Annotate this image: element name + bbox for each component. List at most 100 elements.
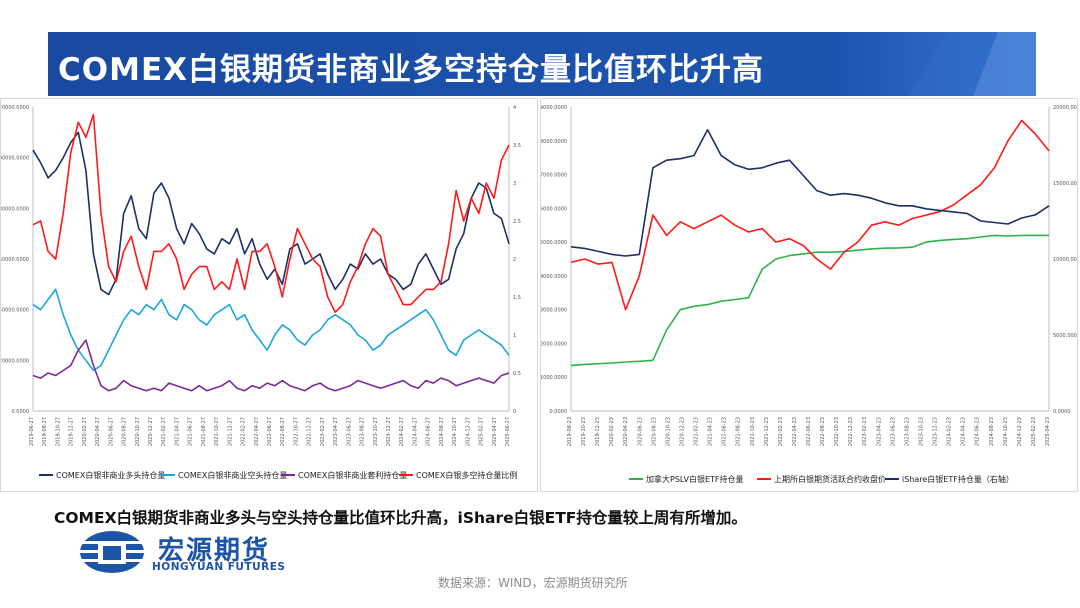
y-right-tick-label: 0.0000 <box>1053 409 1071 415</box>
x-tick-label: 2025-02-27 <box>479 417 485 446</box>
x-tick-label: 2022-12-27 <box>307 417 313 446</box>
title-band-shape <box>48 32 1036 96</box>
y-right-tick-label: 10000.0000 <box>1053 257 1077 263</box>
y-right-tick-label: 2.5 <box>513 219 521 225</box>
y-left-tick-label: 100000.0000 <box>1 156 29 162</box>
x-tick-label: 2019-08-27 <box>42 417 48 446</box>
x-tick-label: 2024-02-27 <box>399 417 405 446</box>
x-tick-label: 2025-04-23 <box>1045 417 1051 446</box>
y-right-tick-label: 15000.0000 <box>1053 181 1077 187</box>
x-tick-label: 2023-08-27 <box>360 417 366 446</box>
x-tick-label: 2019-06-27 <box>29 417 35 446</box>
x-tick-label: 2021-06-27 <box>188 417 194 446</box>
x-tick-label: 2025-06-27 <box>505 417 511 446</box>
y-right-tick-label: 0.5 <box>513 371 521 377</box>
x-tick-label: 2025-04-27 <box>492 417 498 446</box>
x-tick-label: 2023-12-27 <box>386 417 392 446</box>
logo-name-cn: 宏源期货 <box>158 536 271 566</box>
x-tick-label: 2022-10-23 <box>834 417 840 446</box>
x-tick-label: 2022-02-27 <box>241 417 247 446</box>
x-tick-label: 2021-04-23 <box>708 417 714 446</box>
x-tick-label: 2019-10-27 <box>55 417 61 446</box>
x-tick-label: 2020-04-27 <box>95 417 101 446</box>
company-logo: 宏源期货 HONGYUAN FUTURES <box>78 528 318 576</box>
summary-text: COMEX白银期货非商业多头与空头持仓量比值环比升高，iShare白银ETF持仓… <box>54 509 747 527</box>
x-tick-label: 2023-06-23 <box>890 417 896 446</box>
x-tick-label: 2019-10-23 <box>581 417 587 446</box>
y-left-tick-label: 1000.0000 <box>541 375 567 381</box>
x-tick-label: 2021-10-27 <box>214 417 220 446</box>
x-tick-label: 2025-02-23 <box>1031 417 1037 446</box>
x-tick-label: 2020-08-23 <box>651 417 657 446</box>
x-tick-label: 2024-06-23 <box>975 417 981 446</box>
y-left-tick-label: 9000.0000 <box>541 105 567 111</box>
legend-label: COMEX白银非商业多头持仓量 <box>56 470 165 480</box>
x-tick-label: 2020-10-23 <box>665 417 671 446</box>
x-tick-label: 2024-12-23 <box>1017 417 1023 446</box>
legend-label: 上期所白银期货活跃合约收盘价 <box>774 474 886 484</box>
x-tick-label: 2022-04-23 <box>792 417 798 446</box>
chart-comex-positions-plot: 0.0000 20000.0000 40000.0000 60000.0000 8000… <box>1 105 521 480</box>
y-right-tick-label: 1 <box>513 333 516 339</box>
y-left-tick-label: 5000.0000 <box>541 240 567 246</box>
legend-label: COMEX白银非商业套利持仓量 <box>298 470 407 480</box>
y-left-tick-label: 20000.0000 <box>1 358 29 364</box>
x-tick-label: 2022-12-23 <box>848 417 854 446</box>
logo-name-en: HONGYUAN FUTURES <box>152 561 286 573</box>
chart-silver-etf-plot: 0.0000 1000.0000 2000.0000 3000.0000 4000.00… <box>541 105 1077 484</box>
x-tick-label: 2020-06-23 <box>637 417 643 446</box>
x-tick-label: 2021-02-27 <box>161 417 167 446</box>
y-left-tick-label: 8000.0000 <box>541 139 567 145</box>
x-tick-label: 2020-12-23 <box>679 417 685 446</box>
y-right-tick-label: 0 <box>513 409 516 415</box>
y-left-tick-label: 7000.0000 <box>541 173 567 179</box>
x-tick-label: 2023-04-23 <box>876 417 882 446</box>
y-left-tick-label: 40000.0000 <box>1 308 29 314</box>
x-tick-label: 2021-10-23 <box>750 417 756 446</box>
legend-label: iShare白银ETF持仓量（右轴） <box>902 474 1014 484</box>
x-tick-label: 2021-08-23 <box>736 417 742 446</box>
x-tick-label: 2023-10-23 <box>918 417 924 446</box>
x-tick-label: 2023-12-23 <box>933 417 939 446</box>
x-tick-label: 2022-06-23 <box>806 417 812 446</box>
title-band: COMEX白银期货非商业多空持仓量比值环比升高 <box>48 32 1036 96</box>
x-tick-label: 2023-04-27 <box>333 417 339 446</box>
x-tick-label: 2022-02-23 <box>778 417 784 446</box>
x-tick-label: 2019-12-27 <box>69 417 75 446</box>
y-left-tick-label: 0.0000 <box>550 409 568 415</box>
x-tick-label: 2024-04-23 <box>961 417 967 446</box>
y-right-tick-label: 4 <box>513 105 516 111</box>
y-left-tick-label: 6000.0000 <box>541 206 567 212</box>
x-tick-label: 2020-12-27 <box>148 417 154 446</box>
x-tick-label: 2024-10-27 <box>452 417 458 446</box>
x-tick-label: 2020-02-23 <box>609 417 615 446</box>
data-source: 数据来源：WIND，宏源期货研究所 <box>438 576 628 590</box>
legend-label: COMEX白银非商业空头持仓量 <box>178 470 287 480</box>
x-tick-label: 2023-02-23 <box>862 417 868 446</box>
x-tick-label: 2020-04-23 <box>623 417 629 446</box>
series-line-4 <box>32 113 510 313</box>
x-tick-label: 2019-12-23 <box>595 417 601 446</box>
y-right-tick-label: 1.5 <box>513 295 521 301</box>
x-tick-label: 2024-04-27 <box>412 417 418 446</box>
x-tick-label: 2019-08-23 <box>567 417 573 446</box>
x-tick-label: 2021-08-27 <box>201 417 207 446</box>
x-tick-label: 2022-10-27 <box>293 417 299 446</box>
x-tick-label: 2021-12-23 <box>764 417 770 446</box>
series-line-3 <box>32 339 510 392</box>
series-line-2 <box>570 119 1050 311</box>
x-tick-label: 2024-10-23 <box>1003 417 1009 446</box>
x-tick-label: 2023-10-27 <box>373 417 379 446</box>
x-tick-label: 2023-02-27 <box>320 417 326 446</box>
x-tick-label: 2024-08-27 <box>439 417 445 446</box>
x-tick-label: 2023-08-23 <box>904 417 910 446</box>
x-tick-label: 2022-08-23 <box>820 417 826 446</box>
y-right-tick-label: 5000.0000 <box>1053 333 1077 339</box>
y-right-tick-label: 2 <box>513 257 516 263</box>
x-tick-label: 2024-06-27 <box>426 417 432 446</box>
y-left-tick-label: 2000.0000 <box>541 341 567 347</box>
y-right-tick-label: 20000.0000 <box>1053 105 1077 111</box>
x-tick-label: 2020-08-27 <box>122 417 128 446</box>
x-tick-label: 2024-12-27 <box>465 417 471 446</box>
chart-comex-positions: 0.0000 20000.0000 40000.0000 60000.0000 8000… <box>0 98 538 492</box>
